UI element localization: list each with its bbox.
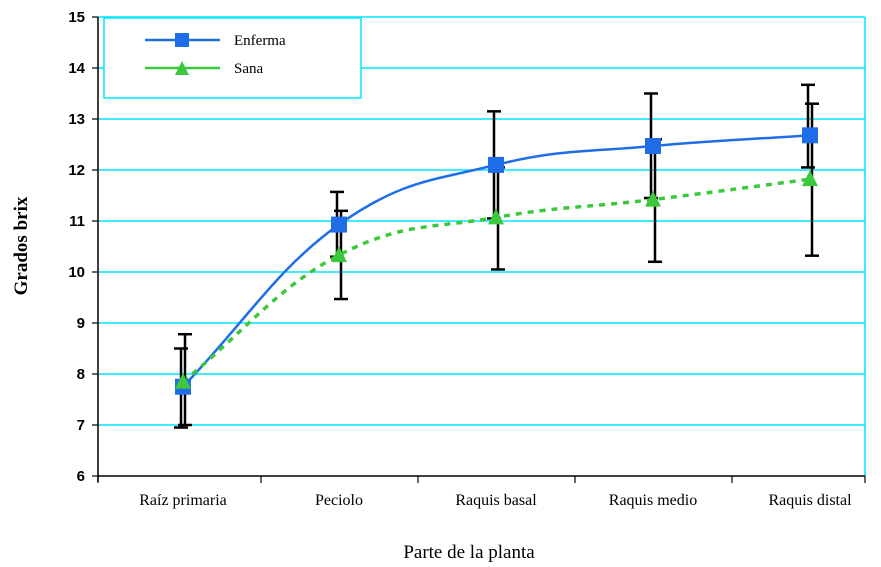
- axes: [92, 16, 866, 483]
- x-axis-title: Parte de la planta: [403, 542, 535, 563]
- data-point: [488, 208, 504, 225]
- series-enferma: [174, 83, 815, 429]
- y-tick-labels: 6 7 8 9 10 11 12 13 14 15: [68, 9, 85, 485]
- series-layer: [174, 83, 819, 429]
- y-tick-label: 14: [68, 60, 85, 77]
- y-tick-label: 13: [68, 111, 85, 128]
- legend-label-enferma: Enferma: [234, 33, 286, 49]
- x-tick-label: Raquis medio: [609, 492, 697, 509]
- y-tick-label: 12: [68, 162, 85, 179]
- data-point: [331, 246, 347, 263]
- data-point: [645, 138, 661, 155]
- legend: Enferma Sana: [103, 17, 362, 99]
- y-tick-label: 8: [77, 366, 85, 383]
- x-tick-label: Raquis distal: [768, 492, 852, 509]
- markers-sana: [175, 170, 818, 389]
- data-point: [488, 156, 504, 173]
- data-point: [802, 170, 818, 187]
- y-tick-label: 9: [77, 315, 85, 332]
- y-tick-label: 15: [68, 9, 85, 26]
- y-tick-label: 10: [68, 264, 85, 281]
- y-tick-label: 6: [77, 468, 85, 485]
- x-tick-label: Raíz primaria: [139, 492, 227, 509]
- data-point: [175, 372, 191, 389]
- markers-enferma: [175, 127, 818, 395]
- legend-box: [103, 17, 362, 99]
- legend-marker-sana: [175, 61, 189, 75]
- data-point: [331, 216, 347, 233]
- data-point: [645, 190, 661, 207]
- series-line: [182, 134, 811, 388]
- series-sana: [178, 102, 819, 427]
- legend-marker-enferma: [175, 33, 189, 47]
- x-tick-label: Raquis basal: [455, 492, 537, 509]
- y-axis-title: Grados brix: [11, 196, 32, 295]
- x-tick-label: Peciolo: [315, 492, 363, 509]
- x-tick-labels: Raíz primaria Peciolo Raquis basal Raquis m…: [139, 492, 852, 509]
- y-tick-label: 11: [69, 213, 85, 230]
- data-point: [802, 127, 818, 144]
- legend-label-sana: Sana: [234, 61, 264, 77]
- y-tick-label: 7: [77, 417, 85, 434]
